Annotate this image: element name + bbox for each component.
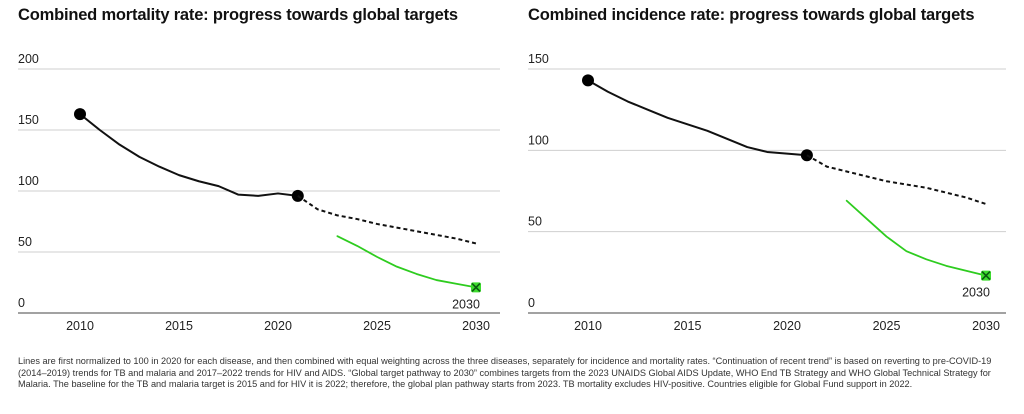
mortality-point-2010	[74, 108, 86, 121]
incidence-y-tick-label: 100	[528, 133, 549, 147]
incidence-target-marker	[981, 270, 991, 281]
mortality-y-tick-label: 0	[18, 296, 25, 310]
incidence-trend-line	[806, 154, 987, 205]
mortality-target-line	[336, 235, 477, 289]
incidence-target-end-label: 2030	[962, 286, 990, 300]
mortality-y-tick-label: 100	[18, 174, 39, 188]
mortality-trend-line	[297, 195, 477, 245]
mortality-x-tick-label: 2025	[363, 319, 391, 333]
incidence-y-tick-label: 50	[528, 215, 542, 229]
incidence-x-tick-label: 2010	[574, 319, 602, 333]
mortality-x-tick-label: 2015	[165, 319, 193, 333]
mortality-x-tick-label: 2030	[462, 319, 490, 333]
mortality-y-tick-label: 200	[18, 52, 39, 66]
incidence-y-tick-label: 150	[528, 52, 549, 66]
incidence-point-2010	[582, 74, 594, 87]
incidence-x-tick-label: 2025	[873, 319, 901, 333]
incidence-x-tick-label: 2020	[773, 319, 801, 333]
mortality-target-end-label: 2030	[452, 297, 480, 311]
incidence-historical-line	[587, 79, 808, 157]
mortality-y-tick-label: 50	[18, 235, 32, 249]
chart-title-mortality: Combined mortality rate: progress toward…	[18, 6, 458, 24]
mortality-x-tick-label: 2020	[264, 319, 292, 333]
incidence-x-tick-label: 2030	[972, 319, 1000, 333]
footnote: Lines are first normalized to 100 in 202…	[18, 356, 992, 389]
mortality-target-marker	[471, 282, 481, 293]
mortality-y-tick-label: 150	[18, 113, 39, 127]
incidence-target-line	[845, 199, 987, 277]
mortality-historical-line	[79, 113, 299, 197]
mortality-x-tick-label: 2010	[66, 319, 94, 333]
chart-title-incidence: Combined incidence rate: progress toward…	[528, 6, 975, 24]
incidence-x-tick-label: 2015	[674, 319, 702, 333]
incidence-y-tick-label: 0	[528, 296, 535, 310]
